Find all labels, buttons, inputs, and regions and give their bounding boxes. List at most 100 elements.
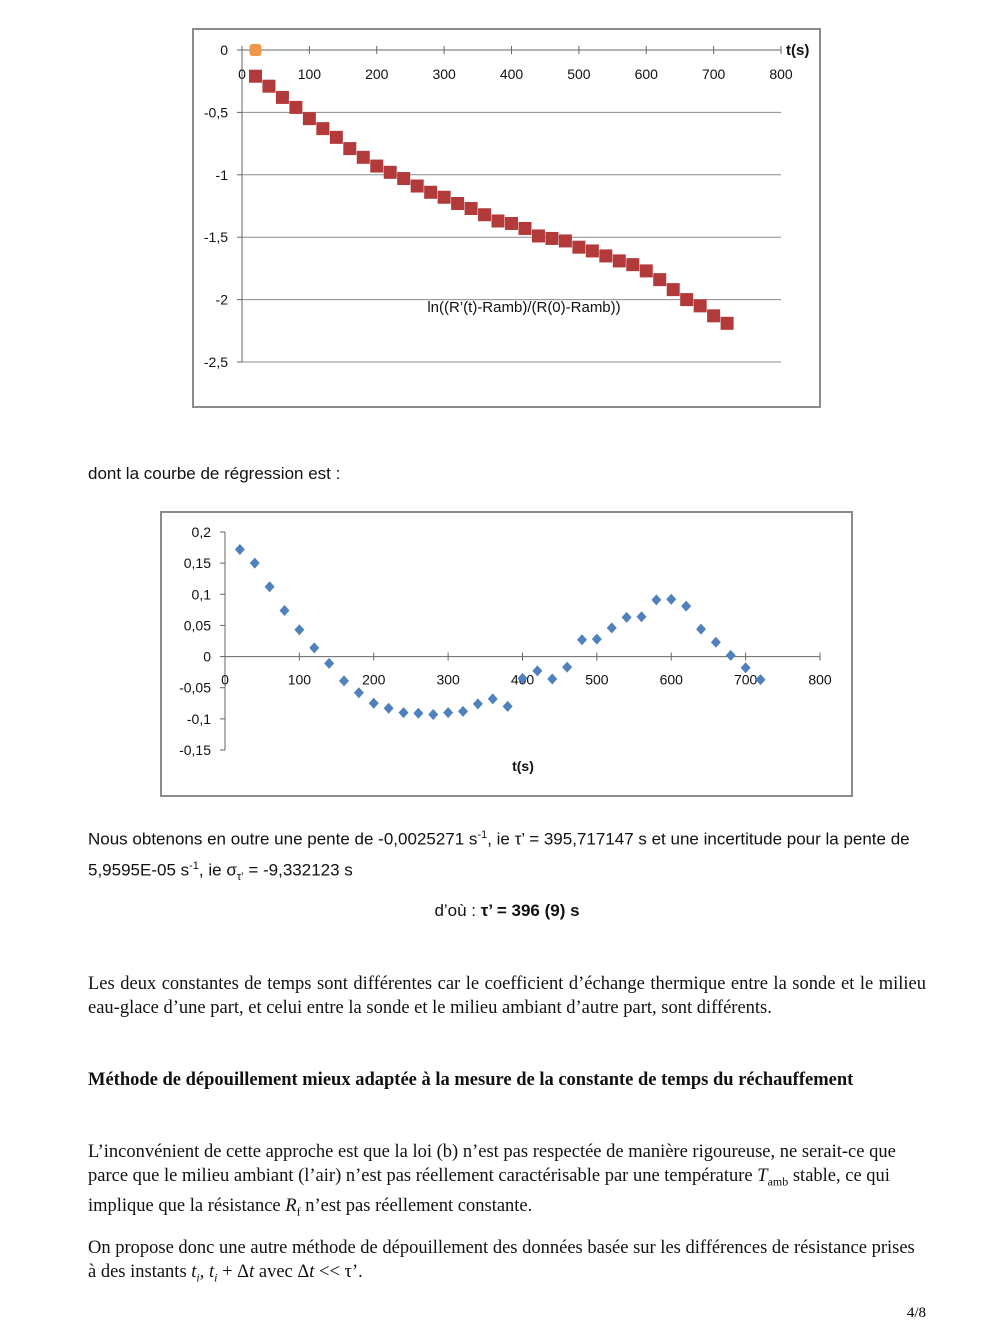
data-point-square <box>572 240 586 254</box>
data-point-square <box>626 258 640 272</box>
x-tick-label: 700 <box>734 672 758 688</box>
data-point-square <box>491 214 505 228</box>
chart-log-decay-svg: 0 -0,5 -1 -1,5 -2 -2,5 0 100 200 300 400 500 600 700 8… <box>204 42 809 370</box>
data-point-diamond <box>606 622 617 634</box>
data-point-diamond <box>562 661 573 673</box>
x-axis-label: t(s) <box>786 42 809 59</box>
data-point-diamond <box>234 543 245 555</box>
data-point-square <box>505 216 518 230</box>
data-point-square <box>356 150 370 164</box>
y-tick-label: -0,15 <box>179 742 211 758</box>
data-point-diamond <box>755 674 766 686</box>
data-point-diamond <box>621 611 632 623</box>
section-heading: Méthode de dépouillement mieux adaptée à… <box>88 1070 854 1090</box>
data-point-square <box>531 229 545 243</box>
y-tick-label: 0,1 <box>192 586 212 602</box>
data-point-diamond <box>696 623 706 635</box>
inconvenient-paragraph: L’inconvénient de cette approche est que… <box>88 1142 896 1219</box>
chart-residuals: 0,20,150,10,050-0,05-0,1-0,1501002003004… <box>160 511 853 797</box>
data-point-diamond <box>532 665 543 677</box>
data-point-square <box>383 165 397 179</box>
data-point-square <box>329 130 343 144</box>
data-point-square <box>599 249 613 263</box>
data-point-diamond <box>264 581 275 593</box>
y-tick-label: 0,15 <box>184 555 211 571</box>
data-point-diamond <box>398 707 409 719</box>
y-tick-label: 0 <box>203 649 211 665</box>
data-point-square <box>289 100 303 114</box>
data-point-square <box>424 185 438 199</box>
data-point-square <box>693 299 707 313</box>
data-point-diamond <box>591 633 602 645</box>
data-point-diamond <box>502 700 513 712</box>
data-point-diamond <box>428 708 439 720</box>
data-point-square <box>370 159 384 173</box>
data-point-square <box>437 190 451 204</box>
conclusion-line: d’où : τ’ = 396 (9) s <box>434 901 580 920</box>
x-axis-label: t(s) <box>512 758 534 774</box>
x-tick-label: 200 <box>362 672 386 688</box>
x-tick-label: 800 <box>769 66 793 82</box>
data-point-square <box>545 231 559 245</box>
x-tick-label: 300 <box>432 66 456 82</box>
proposal-paragraph: On propose donc une autre méthode de dép… <box>88 1238 915 1285</box>
y-tick-label: 0,05 <box>184 617 211 633</box>
x-tick-label: 200 <box>365 66 389 82</box>
data-point-square <box>262 79 276 93</box>
x-tick-label: 500 <box>585 672 609 688</box>
data-point-diamond <box>472 698 483 710</box>
data-point-square <box>666 283 680 297</box>
data-point-diamond <box>458 705 468 717</box>
x-tick-label: 800 <box>808 672 832 688</box>
data-point-square <box>653 273 667 287</box>
data-point-diamond <box>309 642 320 654</box>
data-point-square <box>302 112 316 126</box>
data-point-diamond <box>324 657 335 669</box>
data-point-square <box>612 254 626 268</box>
series-label: ln((R’(t)-Ramb)/(R(0)-Ramb)) <box>427 299 620 316</box>
x-tick-label: 600 <box>660 672 684 688</box>
y-tick-label: -2 <box>216 292 229 308</box>
data-point-square <box>316 122 330 136</box>
data-point-square <box>720 316 734 330</box>
x-tick-label: 700 <box>702 66 726 82</box>
data-point-diamond <box>368 697 379 709</box>
time-constants-paragraph: Les deux constantes de temps sont différ… <box>88 974 926 1018</box>
data-point-diamond <box>279 604 290 616</box>
data-point-diamond <box>413 707 424 719</box>
data-point-square <box>518 221 532 235</box>
data-point-diamond <box>636 611 647 623</box>
data-point-diamond <box>666 593 677 605</box>
data-point-diamond <box>339 675 349 687</box>
data-point-diamond <box>487 693 498 705</box>
y-tick-label: -0,5 <box>204 104 228 120</box>
data-point-square <box>464 201 478 215</box>
data-point-square <box>707 309 721 323</box>
y-tick-label: -0,05 <box>179 680 211 696</box>
data-point-square <box>478 208 492 222</box>
x-tick-label: 100 <box>298 66 322 82</box>
data-point-square <box>558 234 572 248</box>
data-point-square <box>410 179 424 193</box>
data-point-square <box>248 69 262 83</box>
data-point-square <box>451 197 465 211</box>
y-tick-label: 0,2 <box>192 524 212 540</box>
y-tick-label: -0,1 <box>187 711 211 727</box>
data-point-diamond <box>517 672 528 684</box>
data-point-diamond <box>249 557 260 569</box>
data-point-square <box>275 90 289 104</box>
data-point-square <box>639 264 653 278</box>
y-tick-label: -2,5 <box>204 354 228 370</box>
x-tick-label: 300 <box>436 672 460 688</box>
chart-log-decay: 0 -0,5 -1 -1,5 -2 -2,5 0 100 200 300 400 500 600 700 8… <box>192 28 821 408</box>
x-tick-label: 600 <box>635 66 659 82</box>
data-point-square <box>397 172 411 186</box>
data-point-diamond <box>294 624 305 636</box>
data-point-diamond <box>383 702 394 714</box>
data-point-diamond <box>740 662 751 674</box>
data-point-diamond <box>681 600 692 612</box>
data-point-diamond <box>547 673 558 685</box>
y-tick-label: 0 <box>220 42 228 58</box>
data-point-diamond <box>577 634 587 646</box>
data-point-square <box>343 142 357 156</box>
